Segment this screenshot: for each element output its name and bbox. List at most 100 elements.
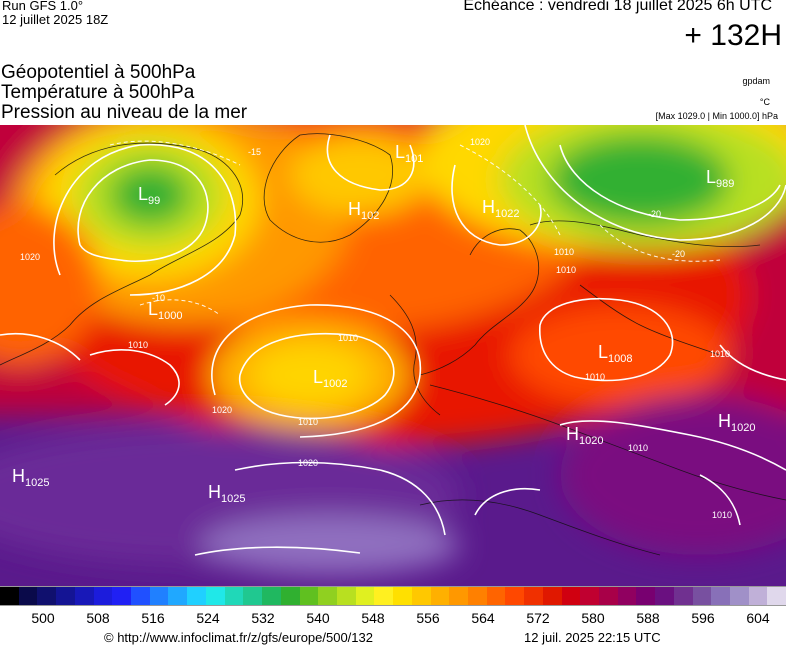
colorbar-swatch bbox=[168, 587, 188, 605]
colorbar-swatch bbox=[112, 587, 132, 605]
isobar-label: 1020 bbox=[20, 252, 40, 262]
colorbar-tick-label: 532 bbox=[251, 610, 275, 626]
colorbar-swatch bbox=[37, 587, 57, 605]
title-pressure: Pression au niveau de la mer bbox=[1, 102, 248, 123]
colorbar-swatch bbox=[0, 587, 19, 605]
colorbar-swatch bbox=[767, 587, 786, 605]
colorbar-swatch bbox=[224, 587, 244, 605]
isobar-label: 1010 bbox=[628, 443, 648, 453]
colorbar-tick-label: 508 bbox=[86, 610, 110, 626]
colorbar-swatch bbox=[205, 587, 225, 605]
colorbar-swatch bbox=[299, 587, 319, 605]
colorbar-swatch bbox=[336, 587, 356, 605]
temperature-label: -15 bbox=[248, 147, 261, 157]
generated-time: 12 juil. 2025 22:15 UTC bbox=[524, 630, 661, 645]
colorbar-swatch bbox=[318, 587, 337, 605]
colorbar-tick-label: 564 bbox=[471, 610, 495, 626]
colorbar-swatch bbox=[673, 587, 693, 605]
colorbar-swatch bbox=[131, 587, 150, 605]
isobar-label: 1020 bbox=[470, 137, 490, 147]
colorbar-swatch bbox=[467, 587, 487, 605]
colorbar-swatch bbox=[430, 587, 450, 605]
colorbar-swatch bbox=[149, 587, 169, 605]
colorbar-swatch bbox=[411, 587, 431, 605]
colorbar-tick-label: 500 bbox=[31, 610, 55, 626]
pressure-center: H1020 bbox=[566, 424, 603, 447]
colorbar-swatch bbox=[18, 587, 38, 605]
colorbar-swatch bbox=[636, 587, 656, 605]
colorbar-tick-label: 604 bbox=[746, 610, 770, 626]
isobar-label: 1010 bbox=[298, 417, 318, 427]
colorbar-tick-label: 596 bbox=[691, 610, 715, 626]
colorbar-ticks: 500 508 516 524 532 540 548 556 564 572 580 588 596 6… bbox=[0, 609, 786, 629]
isobar-label: 1020 bbox=[298, 458, 318, 468]
colorbar-tick-label: 540 bbox=[306, 610, 330, 626]
colorbar-swatch bbox=[655, 587, 674, 605]
max-min-pressure: [Max 1029.0 | Min 1000.0] hPa bbox=[655, 111, 778, 121]
run-label: Run GFS 1.0° bbox=[2, 0, 84, 13]
isobar-label: 1010 bbox=[556, 265, 576, 275]
colorbar-swatch bbox=[355, 587, 375, 605]
isobar-label: 1010 bbox=[338, 333, 358, 343]
colorbar-tick-label: 516 bbox=[141, 610, 165, 626]
isobar-label: 1010 bbox=[710, 349, 730, 359]
colorbar-swatch bbox=[262, 587, 281, 605]
colorbar-swatch bbox=[93, 587, 113, 605]
isobar-label: 1010 bbox=[585, 372, 605, 382]
isobar-label: 1010 bbox=[712, 510, 732, 520]
colorbar-swatch bbox=[56, 587, 75, 605]
forecast-valid-time: Echéance : vendredi 18 juillet 2025 6h U… bbox=[463, 0, 772, 14]
colorbar-swatch bbox=[692, 587, 712, 605]
pressure-center: L989 bbox=[706, 167, 734, 190]
isobar-label: 1020 bbox=[212, 405, 232, 415]
title-geopotential: Géopotentiel à 500hPa bbox=[1, 62, 196, 83]
colorbar-swatch bbox=[74, 587, 94, 605]
colorbar-tick-label: 580 bbox=[581, 610, 605, 626]
colorbar-swatch bbox=[393, 587, 412, 605]
pressure-center: H1025 bbox=[208, 482, 245, 505]
colorbar-swatch bbox=[580, 587, 599, 605]
colorbar-swatch bbox=[280, 587, 300, 605]
temperature-label: -20 bbox=[672, 249, 685, 259]
pressure-center: H1022 bbox=[482, 197, 519, 220]
source-url: © http://www.infoclimat.fr/z/gfs/europe/… bbox=[104, 630, 373, 645]
pressure-center: L1000 bbox=[148, 299, 183, 322]
temperature-label: -10 bbox=[152, 293, 165, 303]
colorbar-swatch bbox=[524, 587, 543, 605]
colorbar-swatch bbox=[243, 587, 263, 605]
colorbar-tick-label: 548 bbox=[361, 610, 385, 626]
colorbar-swatch bbox=[617, 587, 637, 605]
colorbar-tick-label: 524 bbox=[196, 610, 220, 626]
title-temperature: Température à 500hPa bbox=[1, 82, 195, 103]
pressure-center: L1008 bbox=[598, 342, 633, 365]
pressure-center: L101 bbox=[395, 142, 423, 165]
colorbar-swatch bbox=[486, 587, 506, 605]
colorbar-tick-label: 588 bbox=[636, 610, 660, 626]
colorbar-swatch bbox=[449, 587, 468, 605]
pressure-center: H102 bbox=[348, 199, 379, 222]
colorbar-tick-label: 556 bbox=[416, 610, 440, 626]
pressure-center: H1025 bbox=[12, 466, 49, 489]
weather-map: L99 L101 H102 H1022 L989 L1000 L1002 L1008 H1020… bbox=[0, 125, 786, 586]
colorbar-swatch bbox=[748, 587, 768, 605]
colorbar-swatch bbox=[730, 587, 749, 605]
unit-celsius: °C bbox=[759, 97, 770, 107]
run-date: 12 juillet 2025 18Z bbox=[2, 12, 109, 27]
colorbar-swatch bbox=[561, 587, 581, 605]
colorbar-swatch bbox=[599, 587, 618, 605]
colorbar-swatch bbox=[374, 587, 394, 605]
colorbar bbox=[0, 586, 786, 606]
pressure-center: L1002 bbox=[313, 367, 348, 390]
isobar-label: 1010 bbox=[128, 340, 148, 350]
isobar-label: 1010 bbox=[554, 247, 574, 257]
pressure-center: H1020 bbox=[718, 411, 755, 434]
colorbar-swatch bbox=[505, 587, 525, 605]
pressure-center: L99 bbox=[138, 184, 160, 207]
colorbar-swatch bbox=[187, 587, 206, 605]
forecast-hour: + 132H bbox=[684, 19, 782, 52]
temperature-label: -20 bbox=[648, 209, 661, 219]
colorbar-tick-label: 572 bbox=[526, 610, 550, 626]
unit-gpdam: gpdam bbox=[742, 76, 770, 86]
colorbar-swatch bbox=[542, 587, 562, 605]
colorbar-swatch bbox=[711, 587, 731, 605]
